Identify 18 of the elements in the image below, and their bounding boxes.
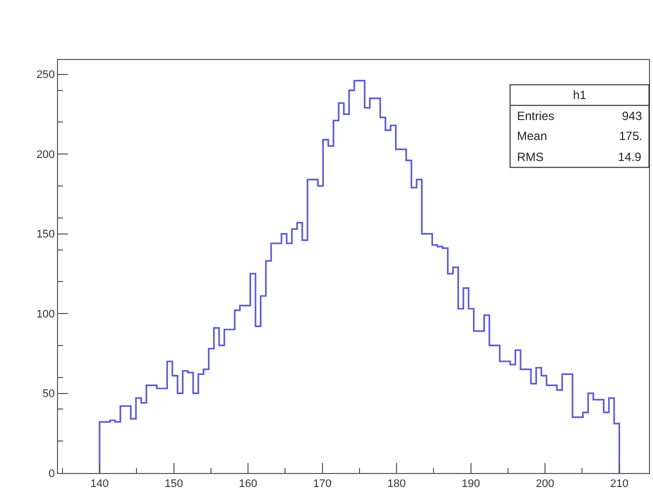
y-tick-label: 150 [36,228,55,241]
text: Entries 943 [517,109,642,123]
text: Mean 175. [517,129,642,143]
y-tick-label: 100 [36,308,55,320]
x-tick-label: 210 [610,478,628,490]
x-tick-label: 200 [536,478,554,490]
x-tick-label: 180 [387,478,406,490]
y-tick-label: 50 [42,388,55,400]
y-tick-label: 200 [36,148,55,161]
x-tick-label: 150 [164,478,183,490]
y-tick-label: 250 [36,69,55,82]
x-tick-label: 140 [90,478,109,490]
text: RMS 14.9 [517,150,642,164]
annotation: h1 [573,88,587,102]
x-tick-label: 160 [238,478,258,490]
y-tick-label: 0 [48,468,55,480]
x-tick-label: 190 [462,478,480,490]
x-tick-label: 170 [313,478,332,490]
